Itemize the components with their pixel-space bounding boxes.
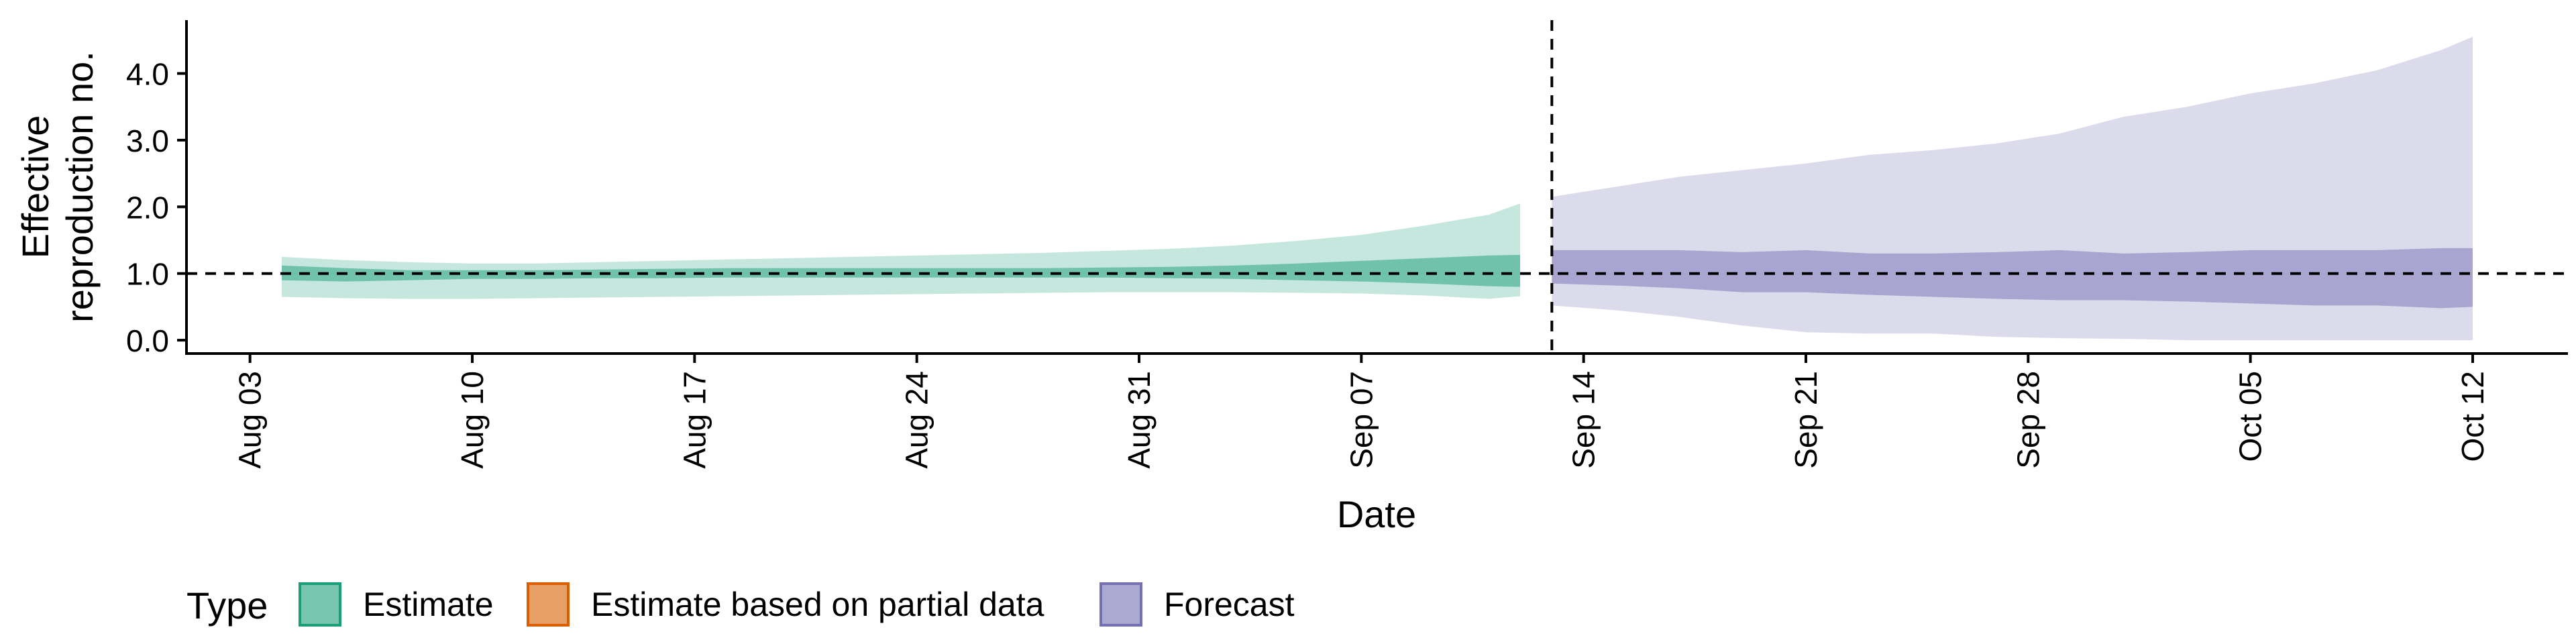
y-tick-label: 3.0 [126, 123, 169, 158]
x-axis-label: Date [1337, 493, 1416, 535]
x-tick-label: Sep 14 [1566, 371, 1601, 469]
x-tick-label: Aug 03 [233, 371, 268, 469]
y-tick-label: 4.0 [126, 57, 169, 92]
legend: Type Estimate Estimate based on partial d… [186, 582, 1295, 627]
x-tick-label: Aug 10 [455, 371, 490, 469]
y-axis-ticks: 0.0 1.0 2.0 3.0 4.0 [126, 57, 186, 358]
x-tick-label: Aug 31 [1122, 371, 1157, 469]
x-tick-label: Aug 17 [677, 371, 712, 469]
estimate-outer-band [282, 203, 1520, 299]
legend-title: Type [186, 584, 268, 627]
x-tick-label: Oct 12 [2455, 371, 2490, 462]
x-tick-label: Sep 07 [1344, 371, 1379, 469]
y-axis-label-line-2: reproduction no. [58, 51, 101, 323]
legend-swatch-estimate-based-on-partial-data [527, 582, 570, 627]
legend-label-forecast: Forecast [1164, 586, 1295, 623]
legend-swatch-forecast [1099, 582, 1142, 627]
y-tick-label: 0.0 [126, 323, 169, 358]
y-tick-label: 1.0 [126, 257, 169, 292]
x-tick-label: Aug 24 [900, 371, 934, 469]
y-tick-label: 2.0 [126, 190, 169, 225]
x-tick-label: Sep 21 [1788, 371, 1823, 469]
plot-area [186, 20, 2568, 354]
legend-label-estimate-based-on-partial-data: Estimate based on partial data [591, 586, 1044, 623]
legend-label-estimate: Estimate [363, 586, 494, 623]
series-bands [282, 36, 2473, 341]
x-tick-label: Sep 28 [2010, 371, 2045, 469]
legend-swatch-estimate [299, 582, 341, 627]
y-axis-label-line-1: Effective [14, 115, 56, 259]
x-tick-label: Oct 05 [2233, 371, 2268, 462]
x-axis-ticks: Aug 03 Aug 10 Aug 17 Aug 24 Aug 31 Sep 07 Sep … [233, 354, 2490, 469]
estimate-inner-band [282, 254, 1520, 287]
forecast-inner-band [1552, 248, 2473, 309]
